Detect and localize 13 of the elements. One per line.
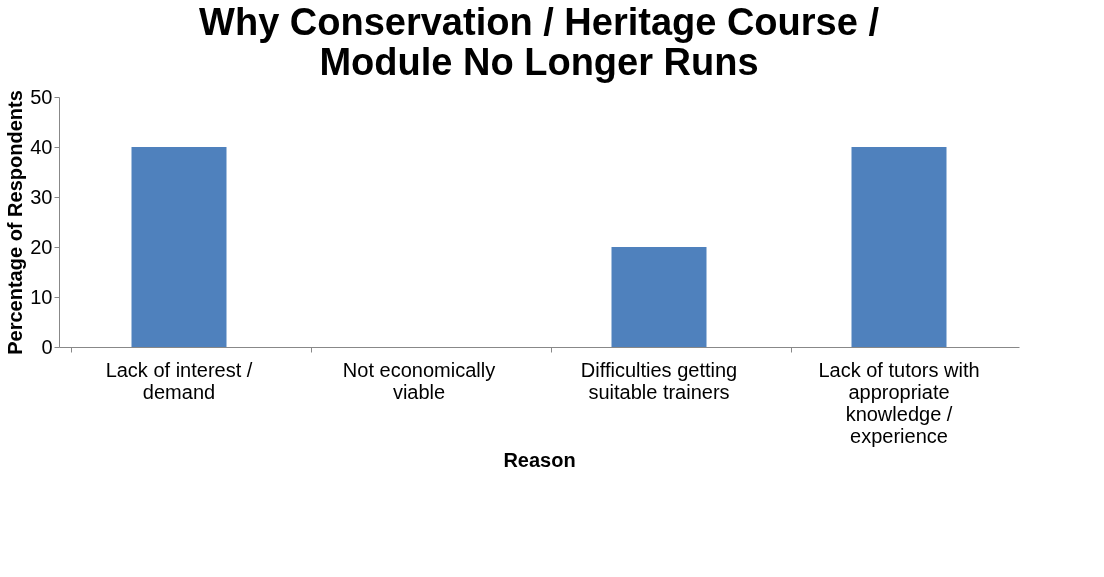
- x-tick-label: Not economically viable: [342, 358, 496, 403]
- y-tick-label: 50: [30, 85, 53, 108]
- x-tick-label: Lack of interest / demand: [105, 358, 253, 403]
- y-tick-label: 20: [30, 235, 53, 258]
- y-tick-label: 30: [30, 185, 53, 208]
- chart-title: Why Conservation / Heritage Course / Module No Longer Runs: [199, 1, 880, 83]
- y-axis-title: Percentage of Respondents: [4, 90, 27, 355]
- y-tick-label: 0: [41, 335, 53, 358]
- y-tick-label: 40: [30, 135, 53, 158]
- y-tick-label: 10: [30, 285, 53, 308]
- x-tick-label: Lack of tutors with appropriate knowledge / experience: [818, 358, 980, 447]
- x-tick-label: Difficulties getting suitable trainers: [580, 358, 738, 403]
- x-axis-title: Reason: [503, 448, 576, 471]
